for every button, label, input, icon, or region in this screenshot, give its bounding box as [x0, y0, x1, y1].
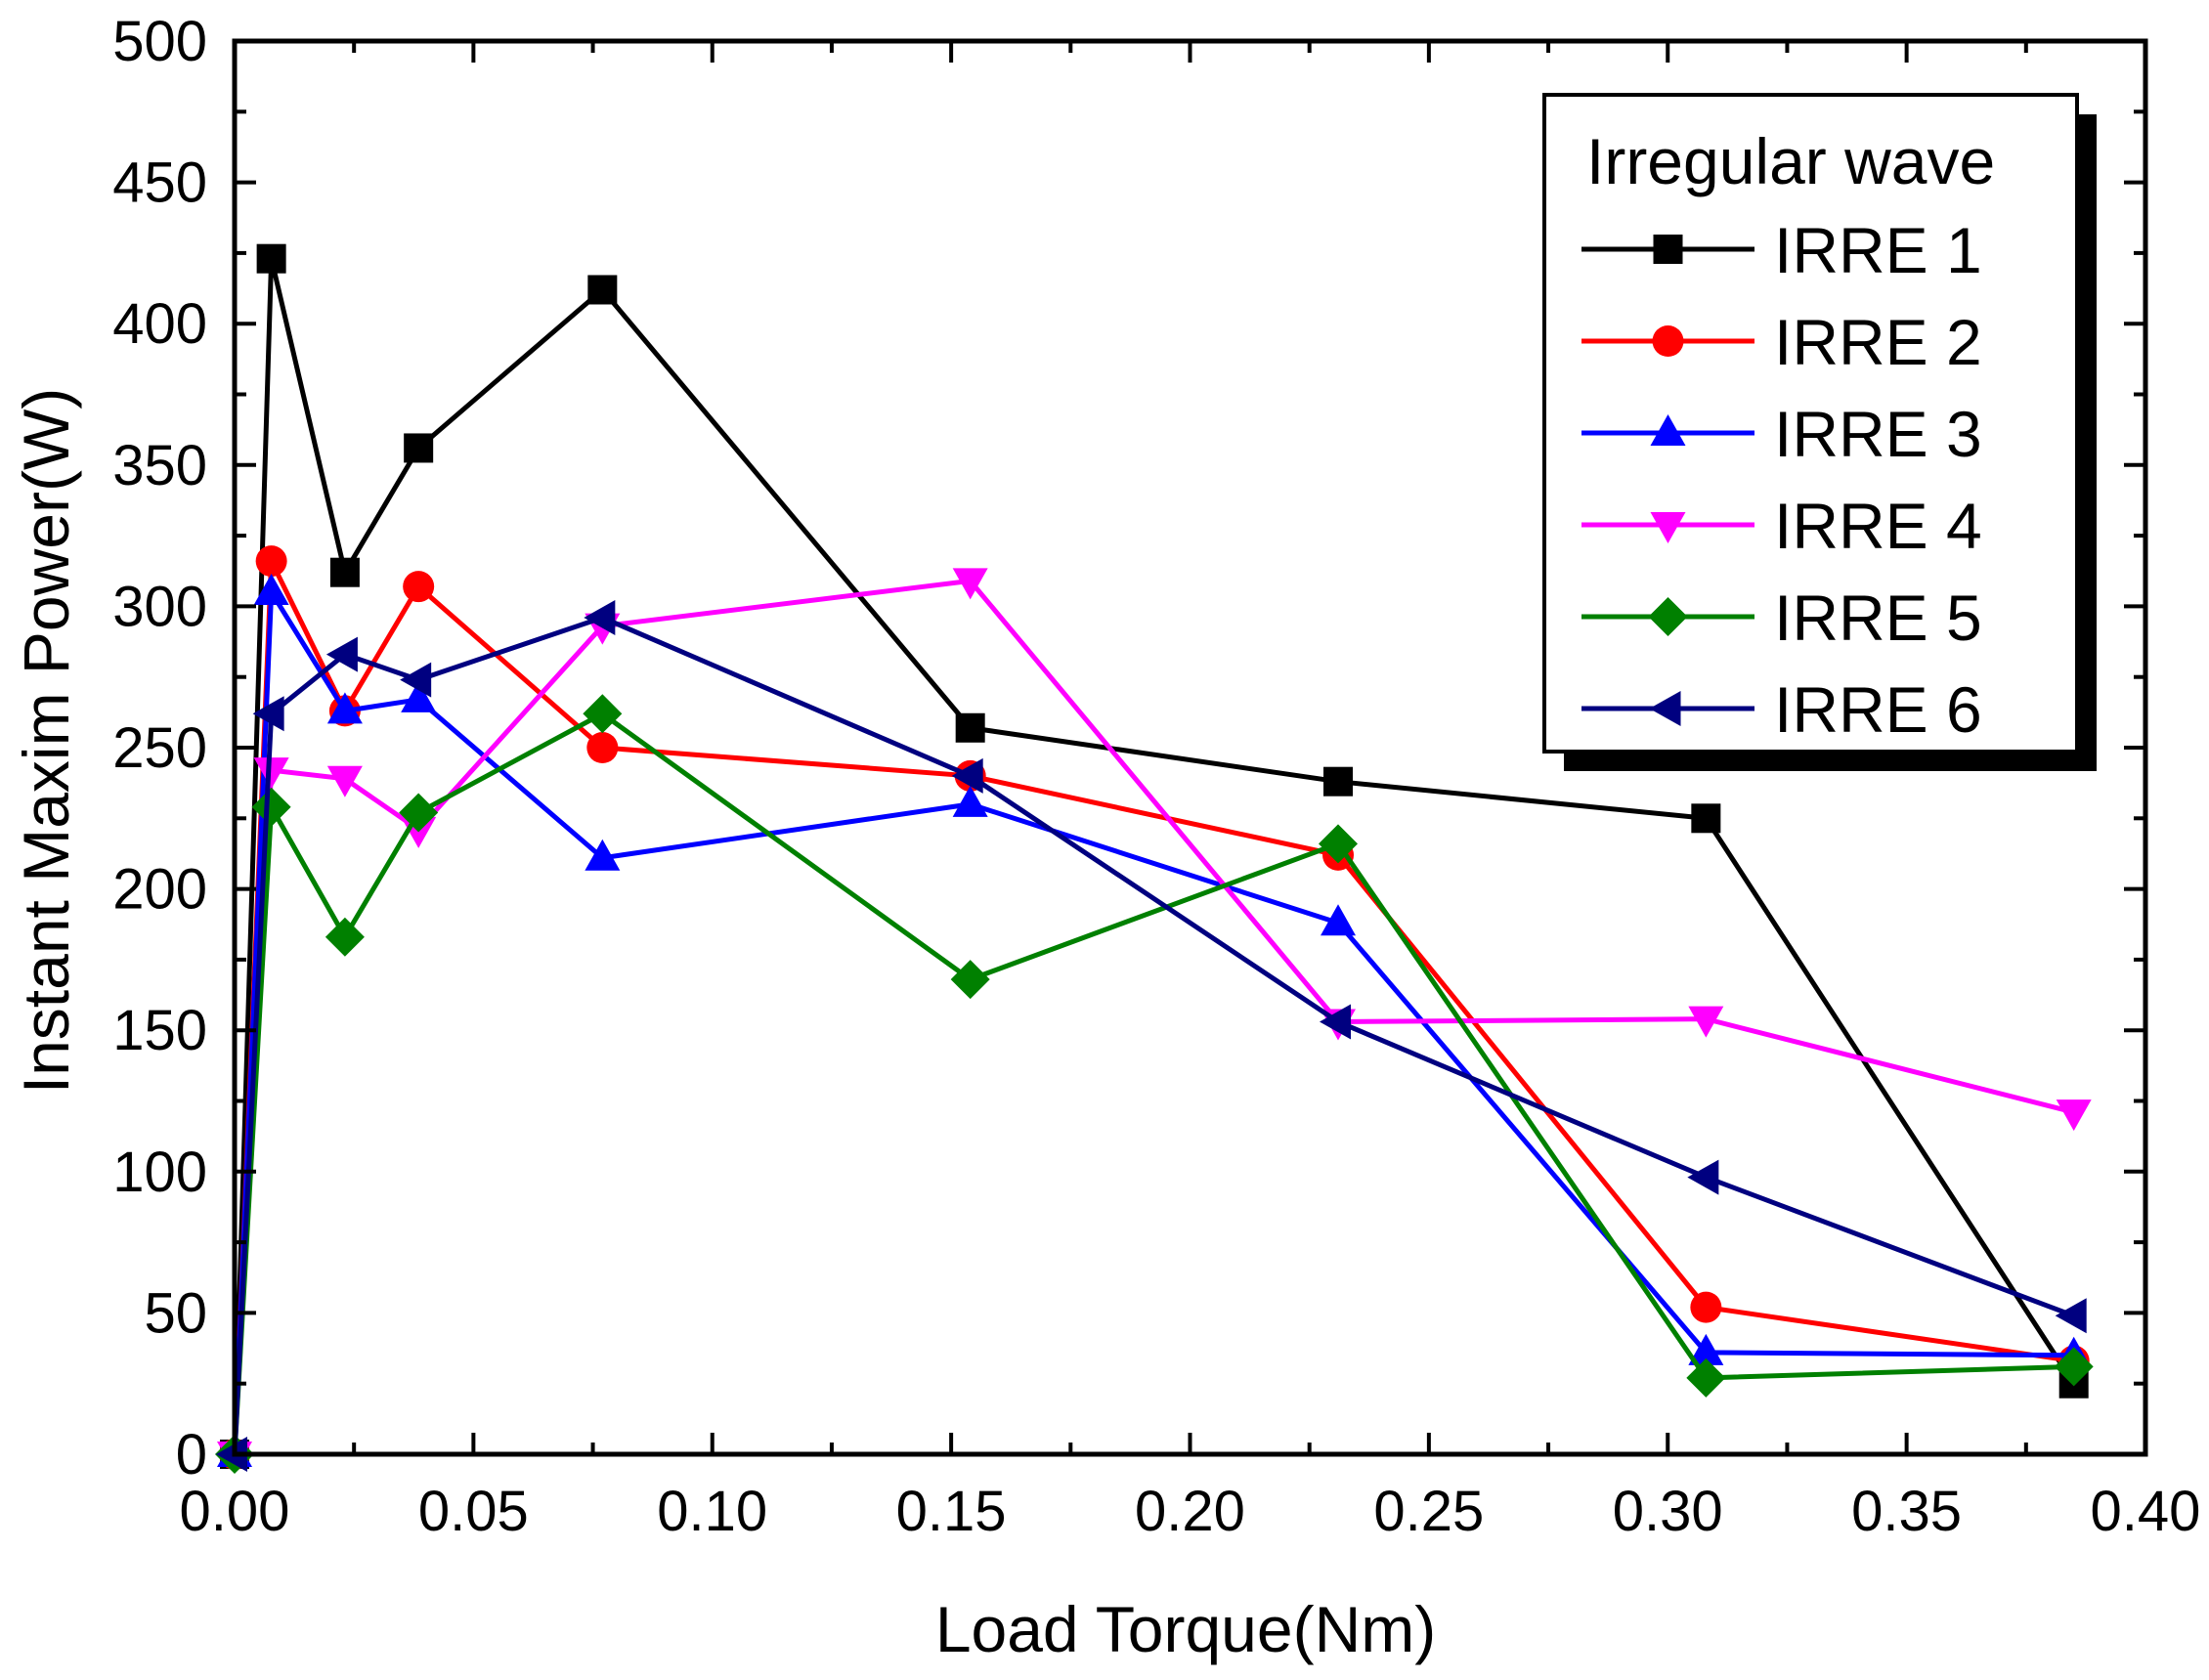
legend-item: IRRE 2 [1581, 306, 1982, 378]
data-point [255, 545, 287, 578]
legend-marker [1652, 325, 1684, 357]
axes: 0.00 0.05 0.10 0.15 0.20 0.25 0.30 0.35 0.40 0 50 1… [112, 10, 2200, 1543]
data-point [253, 573, 289, 605]
legend-item: IRRE 5 [1581, 582, 1982, 654]
data-point [1687, 1159, 1719, 1195]
y-tick-label: 200 [112, 858, 207, 922]
data-point [952, 785, 988, 817]
series-1 [220, 243, 2089, 1469]
data-point [2056, 1099, 2092, 1132]
data-point [216, 1437, 247, 1472]
data-point [1688, 1333, 1724, 1365]
y-tick-label: 150 [112, 999, 207, 1062]
data-point [950, 960, 990, 1000]
series-6 [216, 599, 2087, 1472]
data-point [256, 243, 286, 274]
data-point [326, 692, 363, 724]
data-point [587, 275, 618, 305]
series-group [215, 243, 2094, 1474]
legend-label: IRRE 5 [1774, 582, 1982, 654]
series-line-5 [232, 711, 2074, 1455]
y-tick-label: 0 [176, 1423, 207, 1486]
legend-box [1542, 93, 2079, 754]
data-point [586, 732, 619, 763]
x-axis-title: Load Torque(Nm) [935, 1593, 1436, 1665]
data-point [399, 793, 439, 833]
x-tick-label: 0.25 [1373, 1480, 1484, 1543]
y-tick-label: 250 [112, 716, 207, 780]
data-point [1688, 1006, 1724, 1038]
x-tick-label: 0.35 [1851, 1480, 1962, 1543]
legend-label: IRRE 1 [1774, 214, 1982, 286]
series-5 [215, 694, 2094, 1474]
data-point [584, 599, 616, 635]
data-point [403, 571, 435, 603]
legend-title: Irregular wave [1586, 125, 1995, 197]
x-tick-label: 0.40 [2091, 1480, 2201, 1543]
legend-marker [1649, 691, 1681, 726]
legend-item: IRRE 1 [1581, 214, 1982, 286]
legend-marker [1650, 414, 1686, 446]
legend-label: IRRE 4 [1774, 490, 1982, 562]
data-point [401, 680, 437, 712]
legend-marker [1650, 512, 1686, 543]
y-tick-label: 450 [112, 151, 207, 215]
data-point [1320, 1004, 1352, 1040]
legend-label: IRRE 2 [1774, 306, 1982, 378]
data-point [955, 712, 985, 743]
data-point [1686, 1357, 1726, 1398]
data-point [952, 568, 988, 600]
x-tick-label: 0.10 [657, 1480, 767, 1543]
data-point [2055, 1298, 2087, 1334]
y-tick-label: 300 [112, 575, 207, 638]
data-point [253, 757, 289, 790]
y-tick-label: 350 [112, 434, 207, 497]
data-point [2054, 1347, 2094, 1387]
y-axis-title: Instant Maxim Power(W) [10, 388, 82, 1094]
data-point [1691, 803, 1721, 834]
legend-marker [1653, 235, 1683, 264]
data-point [404, 433, 434, 463]
data-point [1319, 824, 1359, 864]
data-point [1690, 1291, 1722, 1323]
data-point [951, 757, 983, 794]
y-tick-label: 100 [112, 1141, 207, 1204]
x-tick-label: 0.00 [180, 1480, 290, 1543]
data-point [585, 839, 621, 871]
y-tick-label: 500 [112, 10, 207, 73]
data-point [251, 787, 291, 827]
x-tick-label: 0.05 [418, 1480, 529, 1543]
y-tick-label: 400 [112, 292, 207, 356]
legend-label: IRRE 6 [1774, 673, 1982, 746]
data-point [1323, 766, 1354, 797]
data-point [325, 917, 365, 957]
data-point [325, 636, 358, 672]
data-point [1321, 904, 1357, 936]
legend-label: IRRE 3 [1774, 398, 1982, 470]
data-point [252, 696, 284, 732]
x-tick-label: 0.20 [1135, 1480, 1245, 1543]
legend-item: IRRE 4 [1581, 490, 1982, 562]
data-point [326, 765, 363, 797]
legend-item: IRRE 6 [1581, 673, 1982, 746]
x-tick-label: 0.15 [896, 1480, 1007, 1543]
x-tick-label: 0.30 [1613, 1480, 1723, 1543]
y-tick-label: 50 [144, 1281, 207, 1345]
data-point [400, 662, 432, 698]
data-point [329, 557, 360, 587]
data-point [583, 694, 623, 734]
legend-marker [1648, 597, 1688, 636]
legend-item: IRRE 3 [1581, 398, 1982, 470]
legend-items: IRRE 1 IRRE 2 IRRE 3 IRRE 4 IRRE 5 IRRE 6 [1581, 214, 1982, 746]
